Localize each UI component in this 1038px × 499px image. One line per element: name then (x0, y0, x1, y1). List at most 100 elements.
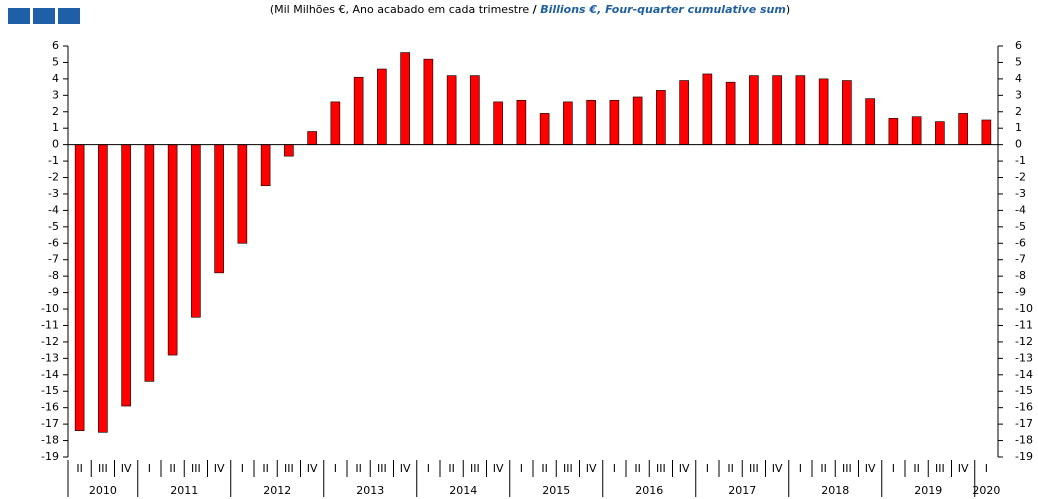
x-tick-label: III (377, 462, 387, 475)
x-tick-label: II (262, 462, 269, 475)
y-tick-label: -7 (48, 253, 59, 266)
y2-tick-label: -18 (1015, 434, 1033, 447)
year-label: 2013 (356, 484, 384, 497)
bar (749, 75, 759, 145)
y2-tick-label: -3 (1015, 187, 1026, 200)
bar (725, 81, 736, 145)
y2-tick-label: -8 (1015, 269, 1026, 282)
y2-tick-label: -1 (1015, 154, 1026, 167)
x-tick-label: II (355, 462, 362, 475)
bar (74, 144, 85, 431)
x-tick-label: I (427, 462, 430, 475)
bar (144, 144, 155, 382)
x-tick-label: IV (958, 462, 969, 475)
bar (911, 116, 922, 145)
y-tick-label: 4 (52, 72, 59, 85)
y-tick-label: -10 (41, 302, 59, 315)
year-label: 2014 (449, 484, 477, 497)
bar (702, 73, 713, 145)
y-tick-label: -12 (41, 335, 59, 348)
year-label: 2016 (635, 484, 663, 497)
x-tick-label: I (520, 462, 523, 475)
y-tick-label: -1 (48, 154, 59, 167)
y2-tick-label: 1 (1015, 121, 1022, 134)
y-tick-label: -17 (41, 417, 59, 430)
bar (98, 144, 108, 433)
bar (586, 99, 596, 145)
x-tick-label: I (148, 462, 151, 475)
x-tick-label: III (842, 462, 852, 475)
bar (191, 144, 201, 318)
title-sep: / (533, 3, 538, 16)
bar (563, 101, 573, 145)
y-tick-label: -3 (48, 187, 59, 200)
chart-title: (Mil Milhões €, Ano acabado em cada trim… (270, 3, 790, 16)
y2-tick-label: -14 (1015, 368, 1033, 381)
logo-block (58, 8, 80, 24)
x-tick-label: III (563, 462, 573, 475)
x-tick-label: I (241, 462, 244, 475)
bar (516, 99, 527, 145)
y-tick-label: 1 (52, 121, 59, 134)
y-tick-label: -4 (48, 203, 59, 216)
bar (400, 52, 410, 145)
year-label: 2011 (170, 484, 198, 497)
bar (842, 80, 852, 145)
y2-tick-label: -6 (1015, 236, 1026, 249)
y-tick-label: -5 (48, 220, 59, 233)
bar (423, 58, 434, 145)
bar (981, 119, 992, 145)
year-label: 2010 (89, 484, 117, 497)
bar (237, 144, 248, 244)
y2-tick-label: 4 (1015, 72, 1022, 85)
x-tick-label: II (76, 462, 83, 475)
y2-tick-label: -13 (1015, 351, 1033, 364)
x-tick-label: III (656, 462, 666, 475)
year-label: 2012 (263, 484, 291, 497)
y2-tick-label: -17 (1015, 417, 1033, 430)
y2-tick-label: 2 (1015, 105, 1022, 118)
bar (772, 75, 782, 145)
title-pt: (Mil Milhões €, Ano acabado em cada trim… (270, 3, 530, 16)
x-tick-label: III (98, 462, 108, 475)
x-tick-label: I (799, 462, 802, 475)
year-label: 2019 (914, 484, 942, 497)
y2-tick-label: 6 (1015, 39, 1022, 52)
bar (167, 144, 178, 356)
y-tick-label: -9 (48, 286, 59, 299)
y-tick-label: -8 (48, 269, 59, 282)
bar (307, 131, 317, 145)
x-tick-label: IV (307, 462, 318, 475)
y2-tick-label: -7 (1015, 253, 1026, 266)
x-tick-label: IV (586, 462, 597, 475)
y-tick-label: 3 (52, 88, 59, 101)
x-tick-label: IV (679, 462, 690, 475)
y-tick-label: -16 (41, 401, 59, 414)
y2-tick-label: 0 (1015, 138, 1022, 151)
y-tick-label: 6 (52, 39, 59, 52)
y-tick-label: -2 (48, 171, 59, 184)
bar (609, 99, 620, 145)
y2-tick-label: -12 (1015, 335, 1033, 348)
y-tick-label: 2 (52, 105, 59, 118)
y-tick-label: -14 (41, 368, 59, 381)
year-label: 2018 (821, 484, 849, 497)
y2-tick-label: -19 (1015, 450, 1033, 463)
y2-tick-label: -10 (1015, 302, 1033, 315)
y2-tick-label: 5 (1015, 55, 1022, 68)
logo-block (33, 8, 55, 24)
bar (493, 101, 503, 145)
x-tick-label: I (334, 462, 337, 475)
bar (656, 90, 666, 145)
year-label: 2017 (728, 484, 756, 497)
y2-tick-label: -2 (1015, 171, 1026, 184)
y2-tick-label: -5 (1015, 220, 1026, 233)
y-tick-label: -11 (41, 318, 59, 331)
x-tick-label: III (935, 462, 945, 475)
bar (330, 101, 341, 145)
bar (214, 144, 224, 274)
bar (446, 75, 457, 145)
bar (818, 78, 829, 145)
bar (888, 118, 899, 145)
x-tick-label: I (985, 462, 988, 475)
